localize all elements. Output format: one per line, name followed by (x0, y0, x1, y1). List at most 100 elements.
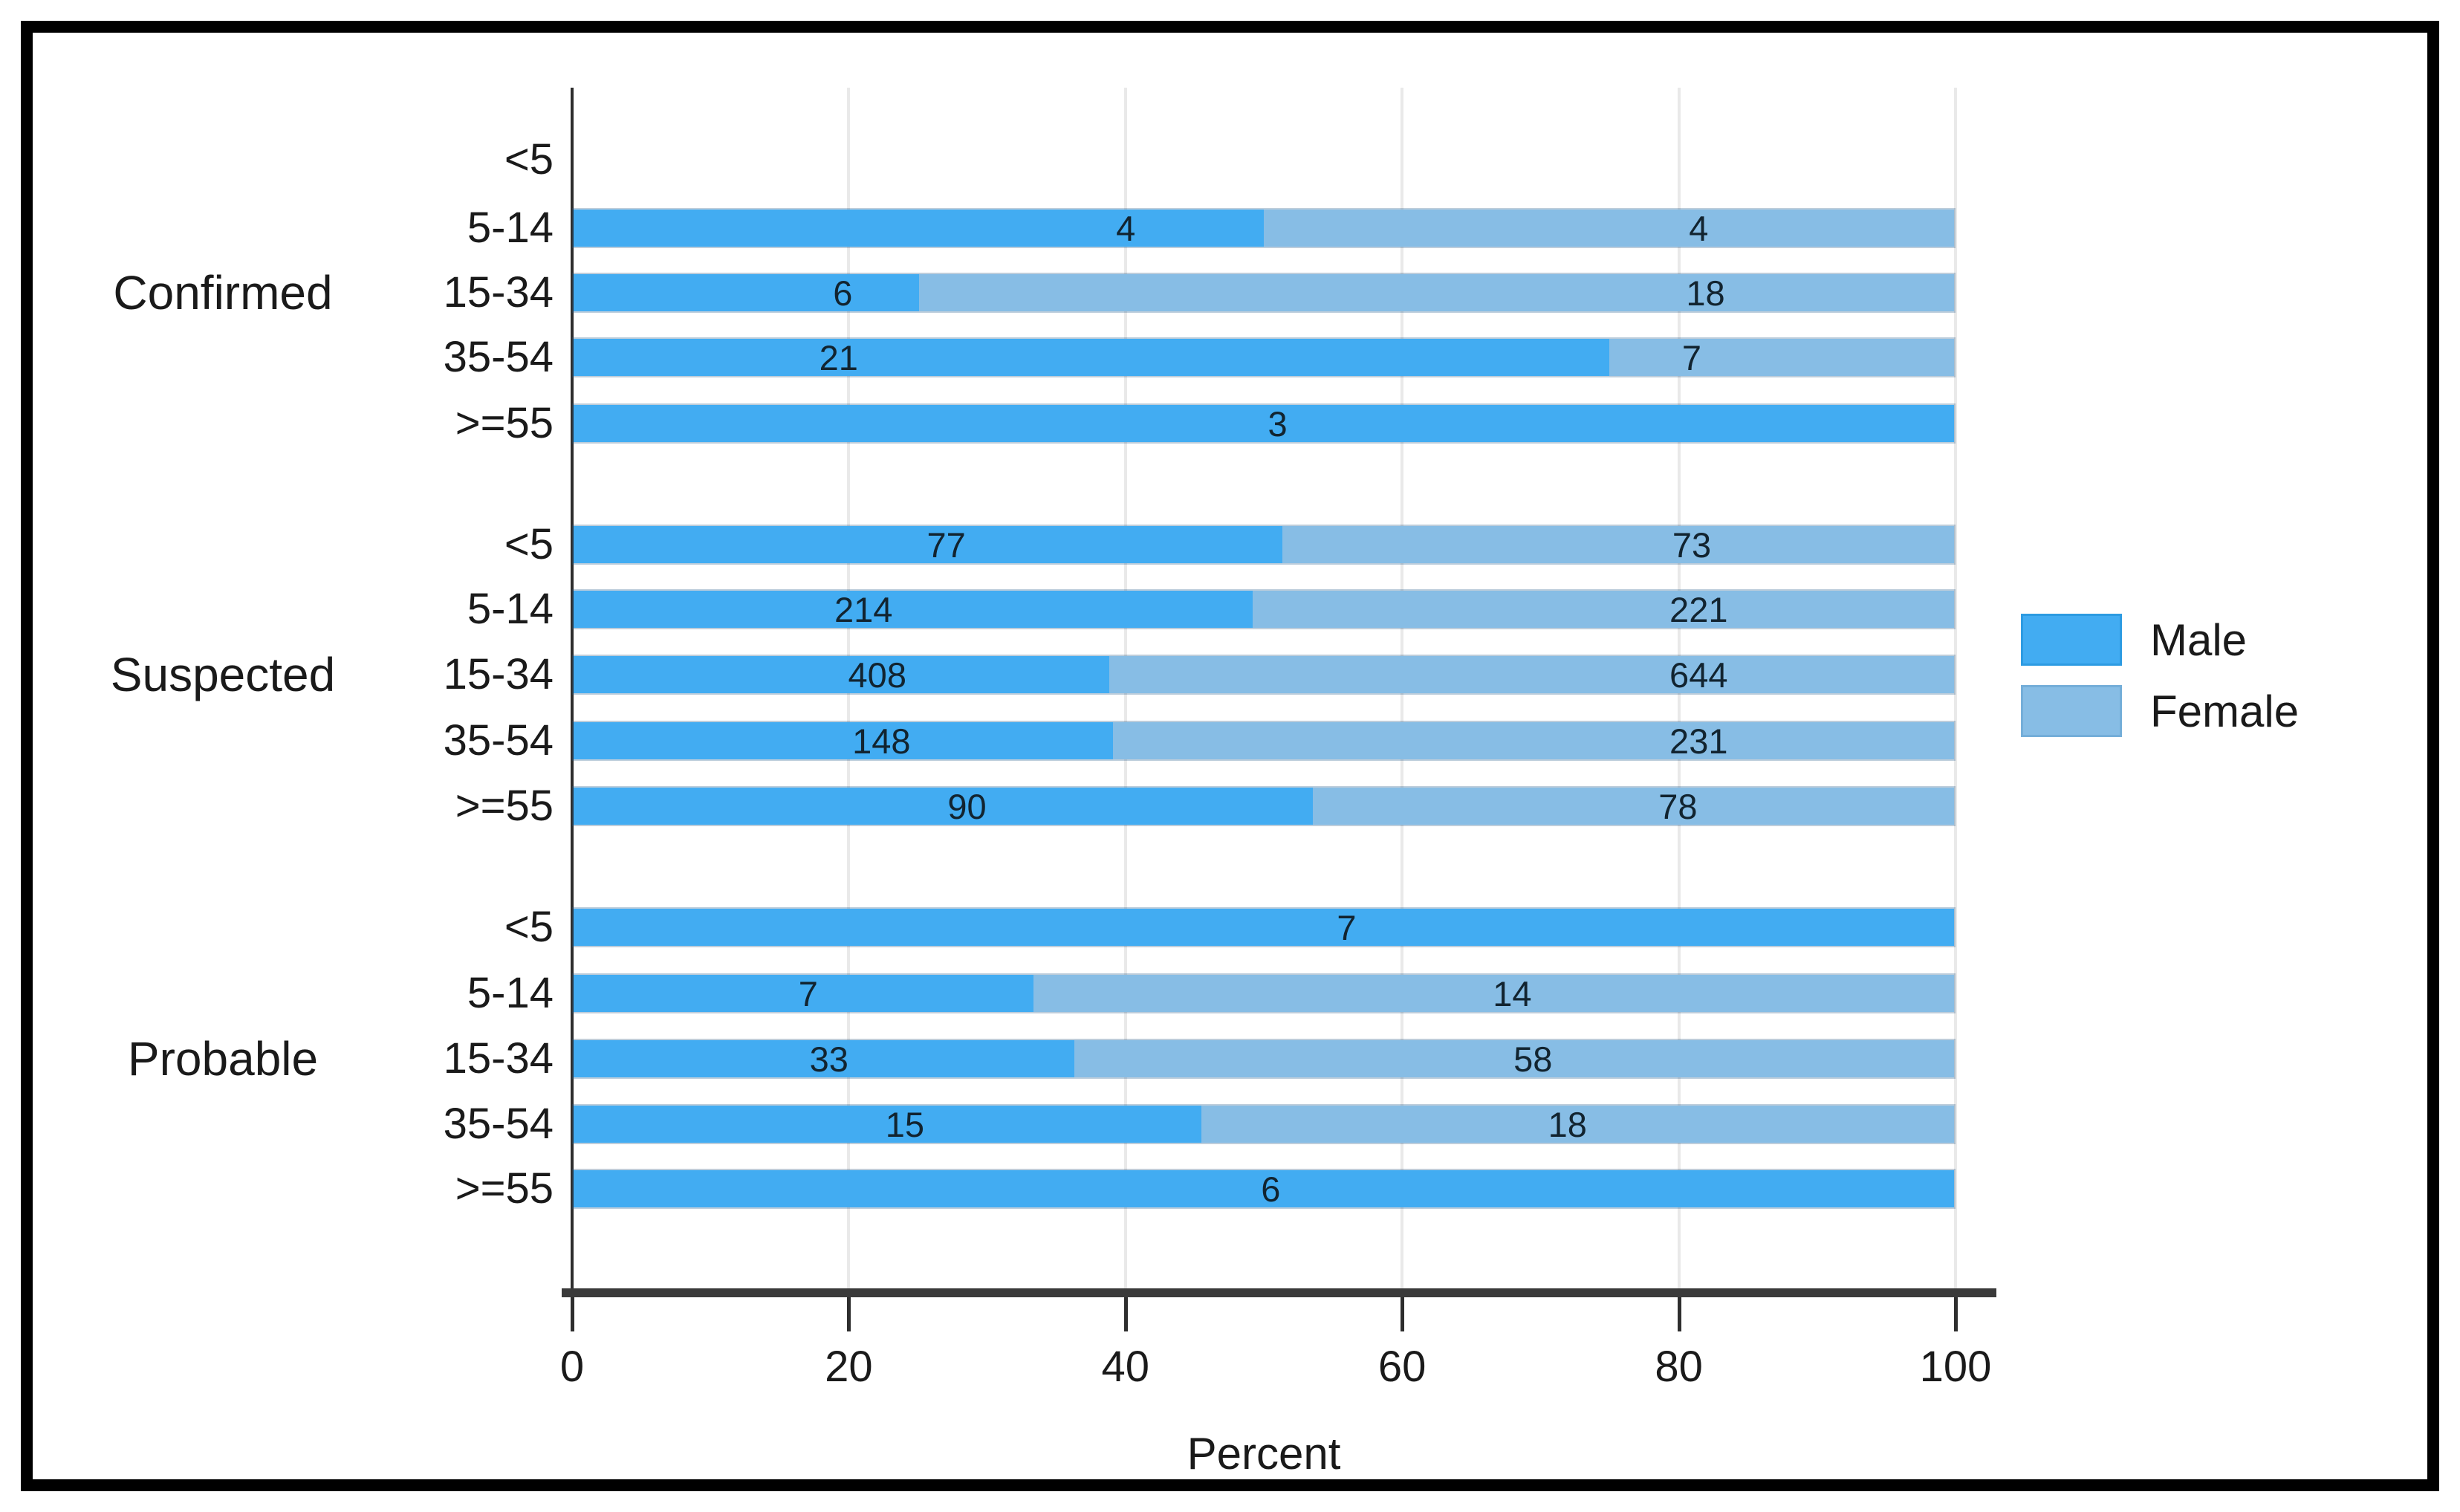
bar-value-label-male: 77 (926, 525, 966, 565)
x-tick-mark-80 (1677, 1297, 1681, 1331)
bar-value-label-male: 214 (834, 590, 893, 629)
age-tick-label: <5 (504, 520, 554, 568)
bar-segment-male (574, 722, 1113, 759)
bar-segment-male (574, 274, 919, 311)
legend-item-female: Female (2021, 685, 2299, 737)
group-label-suspected: Suspected (110, 648, 336, 701)
x-axis-line (562, 1288, 1996, 1297)
bar-row-suspected-3: 148 231 (572, 721, 1956, 761)
bar-segment-female (1253, 591, 1954, 628)
bar-value-label-male: 6 (1261, 1169, 1281, 1209)
age-tick-label: 35-54 (443, 1100, 554, 1148)
bar-row-suspected-2: 408 644 (572, 655, 1956, 695)
bar-row-probable-3: 15 18 (572, 1104, 1956, 1144)
gridline-100 (1954, 88, 1957, 1288)
legend-label-male: Male (2150, 614, 2248, 665)
bar-value-label-male: 7 (1337, 908, 1357, 947)
x-tick-label-60: 60 (1377, 1343, 1427, 1391)
bar-segment-female (1313, 788, 1954, 825)
bar-row-suspected-1: 214 221 (572, 589, 1956, 629)
bar-value-label-male: 21 (819, 338, 858, 377)
bar-value-label-male: 90 (947, 787, 987, 826)
age-tick-label: 5-14 (467, 585, 554, 633)
age-tick-label: <5 (504, 135, 554, 184)
bar-value-label-female: 78 (1658, 787, 1698, 826)
bar-row-suspected-0: 77 73 (572, 525, 1956, 565)
bar-segment-male (574, 591, 1253, 628)
bar-row-suspected-4: 90 78 (572, 786, 1956, 826)
bar-row-confirmed-4: 3 (572, 403, 1956, 444)
bar-value-label-female: 4 (1689, 209, 1709, 248)
age-tick-label: 35-54 (443, 333, 554, 381)
bar-segment-male (574, 1106, 1201, 1143)
x-tick-label-20: 20 (825, 1343, 873, 1391)
bar-value-label-male: 408 (848, 655, 906, 695)
y-axis-line (571, 88, 574, 1293)
bar-segment-male (574, 975, 1034, 1012)
bar-row-probable-4: 6 (572, 1169, 1956, 1209)
bar-value-label-male: 4 (1116, 209, 1136, 248)
bar-segment-female (918, 274, 1954, 311)
bar-segment-male (574, 339, 1609, 376)
bar-segment-female (1112, 722, 1954, 759)
legend-swatch-male (2021, 614, 2122, 666)
bar-row-probable-0: 7 (572, 907, 1956, 947)
x-tick-label-40: 40 (1101, 1343, 1150, 1391)
bar-segment-female (1201, 1106, 1954, 1143)
bar-value-label-female: 7 (1681, 338, 1702, 377)
bar-value-label-male: 6 (833, 273, 853, 313)
bar-segment-female (1074, 1040, 1954, 1077)
age-tick-label: 35-54 (443, 716, 554, 765)
bar-segment-male (574, 1040, 1074, 1077)
bar-segment-female (1282, 526, 1954, 563)
x-tick-mark-20 (847, 1297, 851, 1331)
x-tick-label-80: 80 (1655, 1343, 1703, 1391)
age-tick-label: >=55 (455, 399, 554, 447)
x-tick-label-0: 0 (559, 1343, 585, 1391)
bar-value-label-female: 231 (1669, 721, 1728, 761)
bar-value-label-male: 148 (852, 721, 911, 761)
bar-value-label-female: 14 (1493, 974, 1532, 1013)
x-tick-mark-100 (1954, 1297, 1958, 1331)
bar-value-label-female: 58 (1513, 1039, 1553, 1079)
chart-frame (21, 21, 2439, 1491)
age-tick-label: >=55 (455, 782, 554, 830)
bar-value-label-female: 221 (1669, 590, 1728, 629)
age-tick-label: >=55 (455, 1164, 554, 1213)
bar-row-confirmed-2: 6 18 (572, 273, 1956, 313)
bar-segment-female (1033, 975, 1954, 1012)
x-axis-title: Percent (1187, 1429, 1341, 1479)
legend-item-male: Male (2021, 614, 2299, 666)
age-tick-label: <5 (504, 903, 554, 951)
group-label-confirmed: Confirmed (113, 266, 333, 319)
bar-row-probable-1: 7 14 (572, 973, 1956, 1013)
bar-segment-female (1109, 656, 1954, 693)
bar-segment-male (574, 405, 1954, 442)
age-tick-label: 15-34 (443, 268, 554, 317)
x-tick-mark-40 (1123, 1297, 1128, 1331)
bar-value-label-female: 18 (1686, 273, 1725, 313)
bar-segment-male (574, 656, 1109, 693)
bar-value-label-female: 73 (1672, 525, 1712, 565)
x-tick-mark-0 (571, 1297, 574, 1331)
age-tick-label: 5-14 (467, 204, 554, 252)
bar-value-label-male: 33 (809, 1039, 848, 1079)
x-tick-label-100: 100 (1919, 1343, 1992, 1391)
bar-segment-male (574, 210, 1264, 247)
bar-segment-male (574, 788, 1314, 825)
bar-segment-female (1264, 210, 1954, 247)
bar-value-label-male: 3 (1268, 404, 1288, 444)
bar-row-confirmed-3: 21 7 (572, 337, 1956, 377)
age-tick-label: 5-14 (467, 969, 554, 1017)
legend: Male Female (2021, 614, 2299, 737)
bar-segment-male (574, 909, 1954, 946)
bar-segment-male (574, 1170, 1954, 1207)
legend-swatch-female (2021, 685, 2122, 737)
bar-value-label-female: 644 (1669, 655, 1728, 695)
age-tick-label: 15-34 (443, 650, 554, 698)
bar-value-label-male: 7 (798, 974, 818, 1013)
x-tick-mark-60 (1401, 1297, 1405, 1331)
bar-value-label-male: 15 (885, 1105, 925, 1144)
bar-segment-female (1609, 339, 1954, 376)
